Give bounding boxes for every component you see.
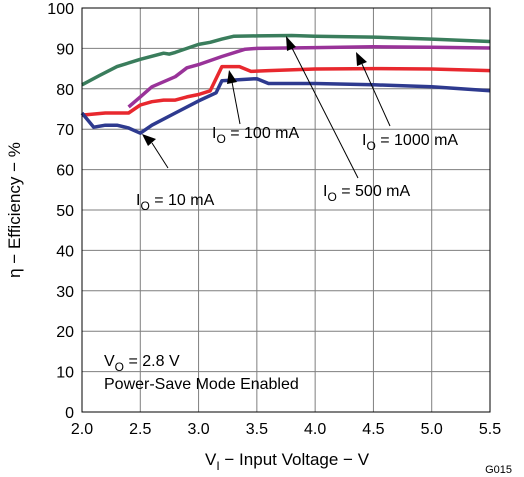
arrow-line-1000ma: [361, 63, 391, 127]
y-tick-label: 80: [56, 82, 74, 99]
label-500ma-main: I: [323, 183, 327, 200]
arrow-line-500ma: [291, 47, 359, 179]
arrow-head-500ma: [286, 36, 296, 51]
y-tick-label: 100: [47, 1, 74, 18]
conditions-note: VO = 2.8 V Power-Save Mode Enabled: [104, 353, 299, 393]
svg-text:IO = 500 mA: IO = 500 mA: [323, 183, 411, 204]
y-tick-label: 60: [56, 163, 74, 180]
label-100ma-sub: O: [216, 132, 225, 146]
y-tick-label: 90: [56, 41, 74, 58]
plot-frame: [81, 7, 491, 413]
conditions-sub: O: [115, 360, 124, 374]
x-tick-label: 5.0: [421, 421, 443, 438]
label-10ma-rest: = 10 mA: [150, 192, 215, 209]
x-axis-label-rest: − Input Voltage − V: [220, 450, 370, 469]
tick-labels: 2.0 2.5 3.0 3.5 4.0 4.5 5.0 5.5 0 10 20 30 40 50 60 70 8…: [47, 1, 501, 438]
y-tick-label: 40: [56, 243, 74, 260]
x-axis-label-sub: I: [216, 459, 219, 473]
x-tick-label: 3.0: [187, 421, 209, 438]
x-tick-label: 3.5: [246, 421, 268, 438]
series-line-1000ma: [81, 33, 491, 87]
x-axis-label-main: V: [205, 450, 217, 469]
conditions-rest: = 2.8 V: [124, 353, 180, 370]
label-500ma-rest: = 500 mA: [337, 183, 411, 200]
x-tick-label: 2.5: [129, 421, 151, 438]
label-100ma-rest: = 100 mA: [226, 125, 300, 142]
y-axis-label: η − Efficiency − %: [5, 142, 24, 278]
arrow-line-10ma: [151, 142, 169, 169]
svg-text:IO = 100 mA: IO = 100 mA: [212, 125, 300, 146]
label-100ma: IO = 100 mA: [212, 70, 300, 146]
arrow-head-10ma: [142, 134, 156, 146]
label-100ma-main: I: [212, 125, 216, 142]
label-500ma: IO = 500 mA: [286, 36, 411, 204]
x-tick-label: 5.5: [479, 421, 501, 438]
label-1000ma: IO = 1000 mA: [356, 52, 458, 153]
label-500ma-sub: O: [327, 190, 336, 204]
series-line-100ma: [81, 64, 491, 117]
y-tick-label: 50: [56, 203, 74, 220]
label-10ma-sub: O: [140, 199, 149, 213]
svg-text:IO = 10 mA: IO = 10 mA: [136, 192, 215, 213]
label-1000ma-rest: = 1000 mA: [376, 132, 459, 149]
conditions-mode: Power-Save Mode Enabled: [104, 376, 299, 393]
arrow-line-100ma: [231, 81, 241, 125]
figure-code: G015: [485, 464, 512, 476]
y-tick-label: 20: [56, 324, 74, 341]
label-10ma-main: I: [136, 192, 140, 209]
y-tick-label: 10: [56, 365, 74, 382]
series-line-500ma: [127, 45, 491, 109]
series-lines: [80, 33, 491, 135]
y-tick-label: 70: [56, 122, 74, 139]
series-line-10ma: [80, 76, 491, 135]
x-tick-label: 2.0: [71, 421, 93, 438]
x-tick-label: 4.0: [304, 421, 326, 438]
arrow-head-100ma: [227, 70, 237, 84]
y-tick-label: 30: [56, 284, 74, 301]
svg-text:IO = 1000 mA: IO = 1000 mA: [362, 132, 458, 153]
svg-text:VO = 2.8 V: VO = 2.8 V: [104, 353, 180, 374]
y-tick-label: 0: [65, 405, 74, 422]
label-1000ma-sub: O: [366, 139, 375, 153]
label-10ma: IO = 10 mA: [136, 134, 215, 213]
x-tick-label: 4.5: [362, 421, 384, 438]
arrow-head-1000ma: [356, 52, 367, 66]
x-axis-label: VI − Input Voltage − V: [205, 450, 370, 473]
conditions-main: V: [104, 353, 115, 370]
label-1000ma-main: I: [362, 132, 366, 149]
